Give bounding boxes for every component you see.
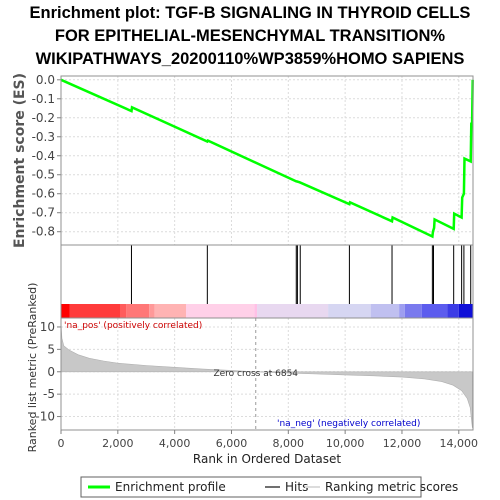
x-tick-label: 12,000 bbox=[383, 437, 422, 450]
legend-label: Enrichment profile bbox=[115, 480, 226, 494]
heatmap-segment bbox=[447, 304, 459, 318]
chart-title-line-1: Enrichment plot: TGF-B SIGNALING IN THYR… bbox=[29, 4, 471, 22]
heatmap-segment bbox=[120, 304, 127, 318]
x-tick-label: 6,000 bbox=[216, 437, 248, 450]
x-tick-label: 4,000 bbox=[159, 437, 191, 450]
legend-label: Hits bbox=[285, 480, 308, 494]
heatmap-segment bbox=[257, 304, 329, 318]
chart-title-line-3: WIKIPATHWAYS_20200110%WP3859%HOMO SAPIEN… bbox=[35, 50, 465, 68]
heatmap-segment bbox=[69, 304, 121, 318]
metric-panel: 10 5 0 -5 -10 Zero cross at 6854 'na_pos' (pos… bbox=[26, 283, 474, 453]
es-y-tick-label: -0.5 bbox=[32, 168, 55, 182]
es-y-tick-label: 0.0 bbox=[36, 73, 55, 87]
hits-area bbox=[61, 245, 473, 304]
heatmap-segment bbox=[370, 304, 400, 318]
heatmap-segment bbox=[254, 304, 258, 318]
ranking-metric-area bbox=[60, 322, 473, 428]
hits-panel bbox=[60, 244, 474, 319]
metric-y-axis-label: Ranked list metric (PreRanked) bbox=[26, 283, 39, 453]
es-plot-area bbox=[61, 76, 473, 245]
metric-y-tick-label: -10 bbox=[35, 410, 55, 424]
positive-correlation-label: 'na_pos' (positively correlated) bbox=[64, 321, 202, 331]
es-y-tick-label: -0.8 bbox=[32, 225, 55, 239]
enrichment-profile-line bbox=[60, 78, 474, 239]
heatmap-segment bbox=[61, 304, 70, 318]
heatmap-segment bbox=[328, 304, 371, 318]
heatmap-segment bbox=[421, 304, 448, 318]
heatmap-segment bbox=[186, 304, 255, 318]
heatmap-segment bbox=[149, 304, 155, 318]
x-tick-label: 2,000 bbox=[102, 437, 134, 450]
metric-panel-border bbox=[60, 317, 474, 431]
x-tick-label: 8,000 bbox=[273, 437, 305, 450]
es-y-tick-label: -0.6 bbox=[32, 187, 55, 201]
es-panel: 0.0 -0.1 -0.2 -0.3 -0.4 -0.5 -0.6 -0.7 -0.8 Enric… bbox=[12, 73, 474, 248]
x-axis-label: Rank in Ordered Dataset bbox=[193, 452, 341, 466]
legend-box bbox=[80, 476, 422, 498]
x-tick-label: 0 bbox=[58, 437, 65, 450]
metric-y-tick-label: 10 bbox=[40, 320, 55, 334]
heatmap-segment bbox=[458, 304, 473, 318]
heatmap-segment bbox=[154, 304, 187, 318]
legend: Enrichment profile Hits Ranking metric sco… bbox=[80, 476, 458, 498]
es-y-tick-label: -0.3 bbox=[32, 130, 55, 144]
x-axis: 0 2,000 4,000 6,000 8,000 10,000 12,000 14,000 R… bbox=[58, 430, 479, 466]
heatmap-segment bbox=[399, 304, 405, 318]
es-y-tick-label: -0.1 bbox=[32, 92, 55, 106]
legend-label: Ranking metric scores bbox=[325, 480, 458, 494]
metric-y-tick-label: 5 bbox=[47, 342, 55, 356]
negative-correlation-label: 'na_neg' (negatively correlated) bbox=[277, 419, 420, 429]
es-y-axis-label: Enrichment score (ES) bbox=[12, 73, 28, 248]
zero-cross-label: Zero cross at 6854 bbox=[213, 369, 298, 379]
metric-y-tick-label: 0 bbox=[47, 365, 55, 379]
es-y-tick-label: -0.7 bbox=[32, 206, 55, 220]
heatmap-segment bbox=[126, 304, 150, 318]
es-y-tick-label: -0.4 bbox=[32, 149, 55, 163]
x-tick-label: 10,000 bbox=[326, 437, 365, 450]
heatmap-segment bbox=[404, 304, 422, 318]
metric-y-tick-label: -5 bbox=[43, 387, 55, 401]
es-y-tick-label: -0.2 bbox=[32, 111, 55, 125]
x-tick-label: 14,000 bbox=[440, 437, 479, 450]
chart-title-line-2: FOR EPITHELIAL-MESENCHYMAL TRANSITION% bbox=[54, 27, 446, 45]
